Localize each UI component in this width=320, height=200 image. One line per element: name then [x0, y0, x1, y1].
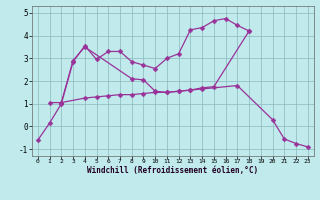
X-axis label: Windchill (Refroidissement éolien,°C): Windchill (Refroidissement éolien,°C) [87, 166, 258, 175]
